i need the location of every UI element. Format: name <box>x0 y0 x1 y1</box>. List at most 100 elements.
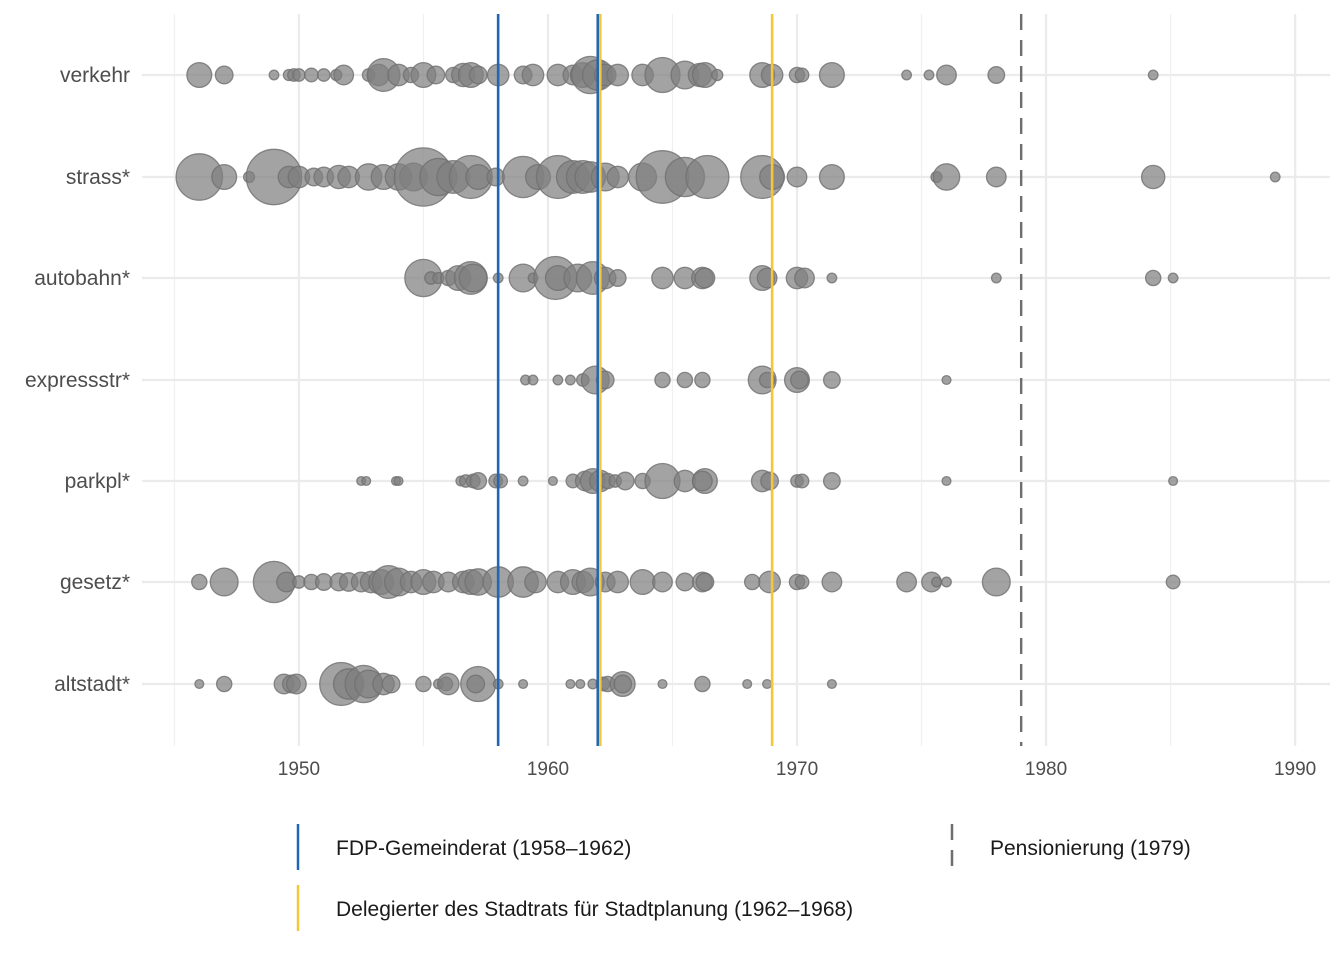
major-gridlines <box>142 14 1330 746</box>
bubble-point <box>685 154 730 200</box>
bubble-point <box>818 61 845 89</box>
bubble-point <box>436 672 460 696</box>
bubble-point <box>215 675 233 693</box>
bubble-point <box>760 471 780 491</box>
legend-label-pensionierung: Pensionierung (1979) <box>990 837 1191 860</box>
legend-label-fdp: FDP-Gemeinderat (1958–1962) <box>336 837 631 860</box>
bubble-point <box>896 571 918 593</box>
bubble-point <box>415 675 432 693</box>
bubble-point <box>469 472 488 490</box>
bubble-point <box>901 69 913 81</box>
bubble-point <box>316 68 331 82</box>
bubble-point <box>1165 574 1181 590</box>
bubble-point <box>1168 475 1179 487</box>
bubble-point <box>691 470 713 492</box>
bubble-point <box>613 674 633 694</box>
bubble-point <box>565 678 576 690</box>
bubble-point <box>711 68 724 82</box>
bubble-point <box>292 68 306 82</box>
bubble-point <box>493 473 509 489</box>
bubble-point <box>794 574 810 590</box>
bubble-point <box>393 475 404 487</box>
bubble-point <box>936 64 957 86</box>
bubble-point <box>756 267 778 289</box>
y-axis-labels: verkehr strass* autobahn* expressstr* pa… <box>25 64 130 696</box>
bubble-point <box>694 371 711 389</box>
bubble-point <box>466 674 486 694</box>
bubble-point <box>426 65 446 85</box>
bubble-point <box>1140 164 1166 190</box>
bubble-point <box>517 475 529 487</box>
y-tick-label: parkpl* <box>65 470 130 493</box>
bubble-point <box>931 576 942 588</box>
bubble-point <box>547 475 558 487</box>
bubble-point <box>214 65 234 85</box>
bubble-point <box>285 673 307 695</box>
bubble-point <box>941 576 952 588</box>
bubble-point <box>822 371 841 389</box>
bubble-point <box>941 475 952 487</box>
x-tick-label: 1960 <box>527 759 569 780</box>
legend-label-delegierter: Delegierter des Stadtrats für Stadtplanu… <box>336 898 853 921</box>
bubble-point <box>608 269 627 287</box>
x-tick-label: 1950 <box>278 759 320 780</box>
bubble-point <box>518 678 529 690</box>
bubble-point <box>923 69 935 81</box>
bubble-point <box>194 678 205 690</box>
bubble-point <box>361 475 372 487</box>
bubble-point <box>303 67 319 83</box>
bubble-point <box>1269 171 1281 183</box>
bubble-point <box>1147 69 1159 81</box>
bubble-point <box>743 573 761 591</box>
series-verkehr <box>186 55 1159 95</box>
bubble-point <box>657 678 668 690</box>
bubble-point <box>552 374 564 386</box>
bubble-point <box>990 272 1002 284</box>
bubble-point <box>941 374 952 386</box>
x-tick-label: 1990 <box>1274 759 1316 780</box>
bubble-point <box>981 567 1011 597</box>
bubble-point <box>794 473 810 489</box>
bubble-point <box>790 370 809 390</box>
bubble-point <box>694 675 711 693</box>
bubble-point <box>524 570 547 594</box>
bubble-point <box>606 165 630 189</box>
y-tick-label: autobahn* <box>34 267 130 290</box>
legend: FDP-Gemeinderat (1958–1962) Pensionierun… <box>296 824 1191 931</box>
y-tick-label: gesetz* <box>60 571 130 594</box>
bubble-point <box>606 63 630 87</box>
bubble-point <box>1144 269 1162 287</box>
x-tick-label: 1970 <box>776 759 818 780</box>
y-tick-label: strass* <box>66 166 130 189</box>
series-parkpl <box>356 462 1179 500</box>
bubble-point <box>211 163 238 191</box>
bubble-point <box>654 371 671 389</box>
y-tick-label: expressstr* <box>25 369 130 392</box>
bubble-point <box>209 567 239 597</box>
bubble-point <box>987 66 1006 84</box>
x-tick-label: 1980 <box>1025 759 1067 780</box>
bubble-point <box>606 570 630 594</box>
bubble-point <box>564 374 576 386</box>
series-autobahn <box>404 255 1179 301</box>
bubble-point <box>191 573 208 591</box>
bubble-point <box>615 471 635 491</box>
bubble-point <box>675 572 695 592</box>
bubble-point <box>758 570 781 594</box>
bubble-point <box>794 67 810 83</box>
bubble-point <box>694 267 716 289</box>
y-tick-label: verkehr <box>60 64 130 87</box>
bubble-point <box>826 678 837 690</box>
bubble-point <box>826 272 838 284</box>
bubble-point <box>1167 272 1179 284</box>
x-axis-labels: 1950 1960 1970 1980 1990 <box>278 759 1317 780</box>
reference-lines <box>496 14 1023 746</box>
bubble-point <box>186 61 213 89</box>
bubble-point <box>676 371 694 389</box>
bubble-point <box>381 674 401 694</box>
bubble-point <box>527 374 539 386</box>
bubble-point <box>695 572 715 592</box>
bubble-point <box>821 571 843 593</box>
y-tick-label: altstadt* <box>54 673 130 696</box>
